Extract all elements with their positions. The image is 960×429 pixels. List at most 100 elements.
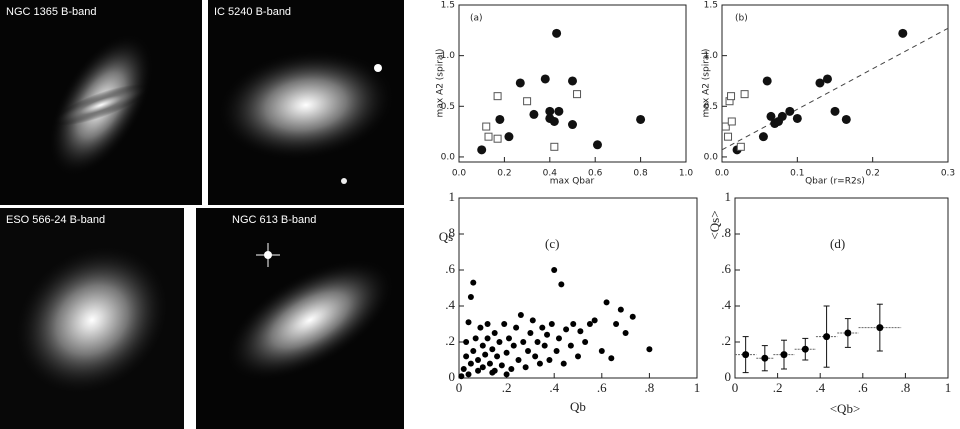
point: [477, 145, 487, 155]
y-axis-label: max A2 (spiral): [436, 49, 446, 118]
x-tick-label: 0.4: [543, 169, 558, 179]
y-tick-label: 0: [725, 369, 732, 384]
point: [876, 324, 884, 332]
point: [777, 111, 787, 121]
point: [823, 333, 831, 341]
y-tick-label: 0: [449, 369, 456, 384]
point: [484, 132, 493, 141]
plot-frame: [458, 197, 698, 379]
x-axis-label: Qbar (r=R2s): [805, 177, 865, 187]
point: [513, 324, 520, 331]
point: [553, 348, 560, 354]
point: [463, 353, 470, 360]
point: [525, 348, 532, 354]
point: [486, 360, 493, 367]
point: [465, 371, 472, 378]
point: [482, 351, 489, 358]
point: [617, 306, 624, 313]
galaxy-images: NGC 1365 B-band IC 5240 B-band ESO 566-2…: [0, 0, 404, 429]
star: [374, 64, 382, 72]
point: [636, 114, 646, 124]
point: [515, 78, 525, 88]
x-tick-label: 1: [694, 380, 701, 395]
point: [841, 114, 851, 124]
point: [592, 140, 602, 150]
x-tick-label: 0.2: [497, 169, 511, 179]
point: [575, 353, 581, 360]
y-tick-label: 1.5: [704, 1, 718, 11]
image-label: NGC 1365 B-band: [6, 6, 97, 18]
point: [567, 342, 574, 349]
point: [548, 321, 555, 327]
point: [482, 122, 491, 131]
x-tick-label: 0.0: [715, 169, 730, 179]
x-tick-label: .6: [597, 380, 607, 395]
point: [467, 360, 474, 367]
point: [498, 362, 505, 369]
point: [815, 78, 825, 88]
x-tick-label: 0: [456, 380, 463, 395]
point: [477, 324, 484, 331]
plot-frame: [734, 197, 949, 379]
y-tick-label: 1.0: [704, 51, 719, 61]
plot-frame: [721, 4, 949, 163]
x-tick-label: .2: [502, 380, 512, 395]
point: [470, 279, 477, 286]
x-tick-label: 0.6: [588, 169, 603, 179]
galaxy: [12, 243, 172, 397]
point: [517, 312, 524, 318]
y-tick-label: 1.0: [441, 51, 456, 61]
point: [555, 335, 562, 342]
point: [646, 346, 653, 353]
y-tick-label: .2: [445, 333, 455, 348]
point: [539, 324, 546, 331]
x-axis-label: <Qb>: [830, 401, 861, 416]
point: [503, 349, 510, 356]
panel-label: (a): [470, 14, 483, 24]
y-tick-label: .6: [721, 261, 731, 276]
point: [472, 335, 479, 342]
point: [515, 357, 522, 363]
point: [551, 267, 558, 273]
point: [758, 132, 768, 142]
point: [570, 321, 577, 327]
point: [522, 364, 529, 371]
x-tick-label: .8: [645, 380, 655, 395]
y-tick-label: 1: [725, 189, 732, 204]
y-axis-label: <Qs>: [707, 210, 722, 239]
x-axis-label: max Qbar: [550, 177, 595, 187]
x-tick-label: 0.8: [633, 169, 648, 179]
point: [724, 132, 733, 141]
point: [540, 74, 550, 84]
point: [591, 317, 598, 324]
point: [475, 367, 482, 374]
point: [505, 335, 512, 342]
x-tick-label: .4: [549, 380, 559, 395]
point: [467, 294, 474, 300]
point: [470, 348, 477, 354]
point: [545, 106, 555, 116]
point: [536, 360, 543, 367]
x-axis-label: Qb: [570, 399, 586, 414]
point: [546, 357, 553, 363]
point: [629, 313, 636, 320]
y-tick-label: .8: [721, 225, 731, 240]
image-label: ESO 566-24 B-band: [6, 214, 105, 226]
point: [844, 329, 852, 337]
point: [489, 346, 496, 353]
x-tick-label: 1: [945, 380, 952, 395]
y-tick-label: .2: [721, 333, 731, 348]
point: [508, 366, 515, 372]
x-tick-label: 0.1: [790, 169, 804, 179]
point: [493, 134, 502, 143]
point: [613, 321, 620, 327]
galaxy: [216, 49, 396, 161]
point: [501, 321, 508, 327]
point: [586, 321, 593, 327]
point: [496, 339, 503, 345]
panel-label: (b): [735, 14, 748, 24]
image-label: IC 5240 B-band: [214, 6, 291, 18]
fit-line: [721, 27, 949, 151]
y-tick-label: 0.0: [704, 152, 719, 162]
